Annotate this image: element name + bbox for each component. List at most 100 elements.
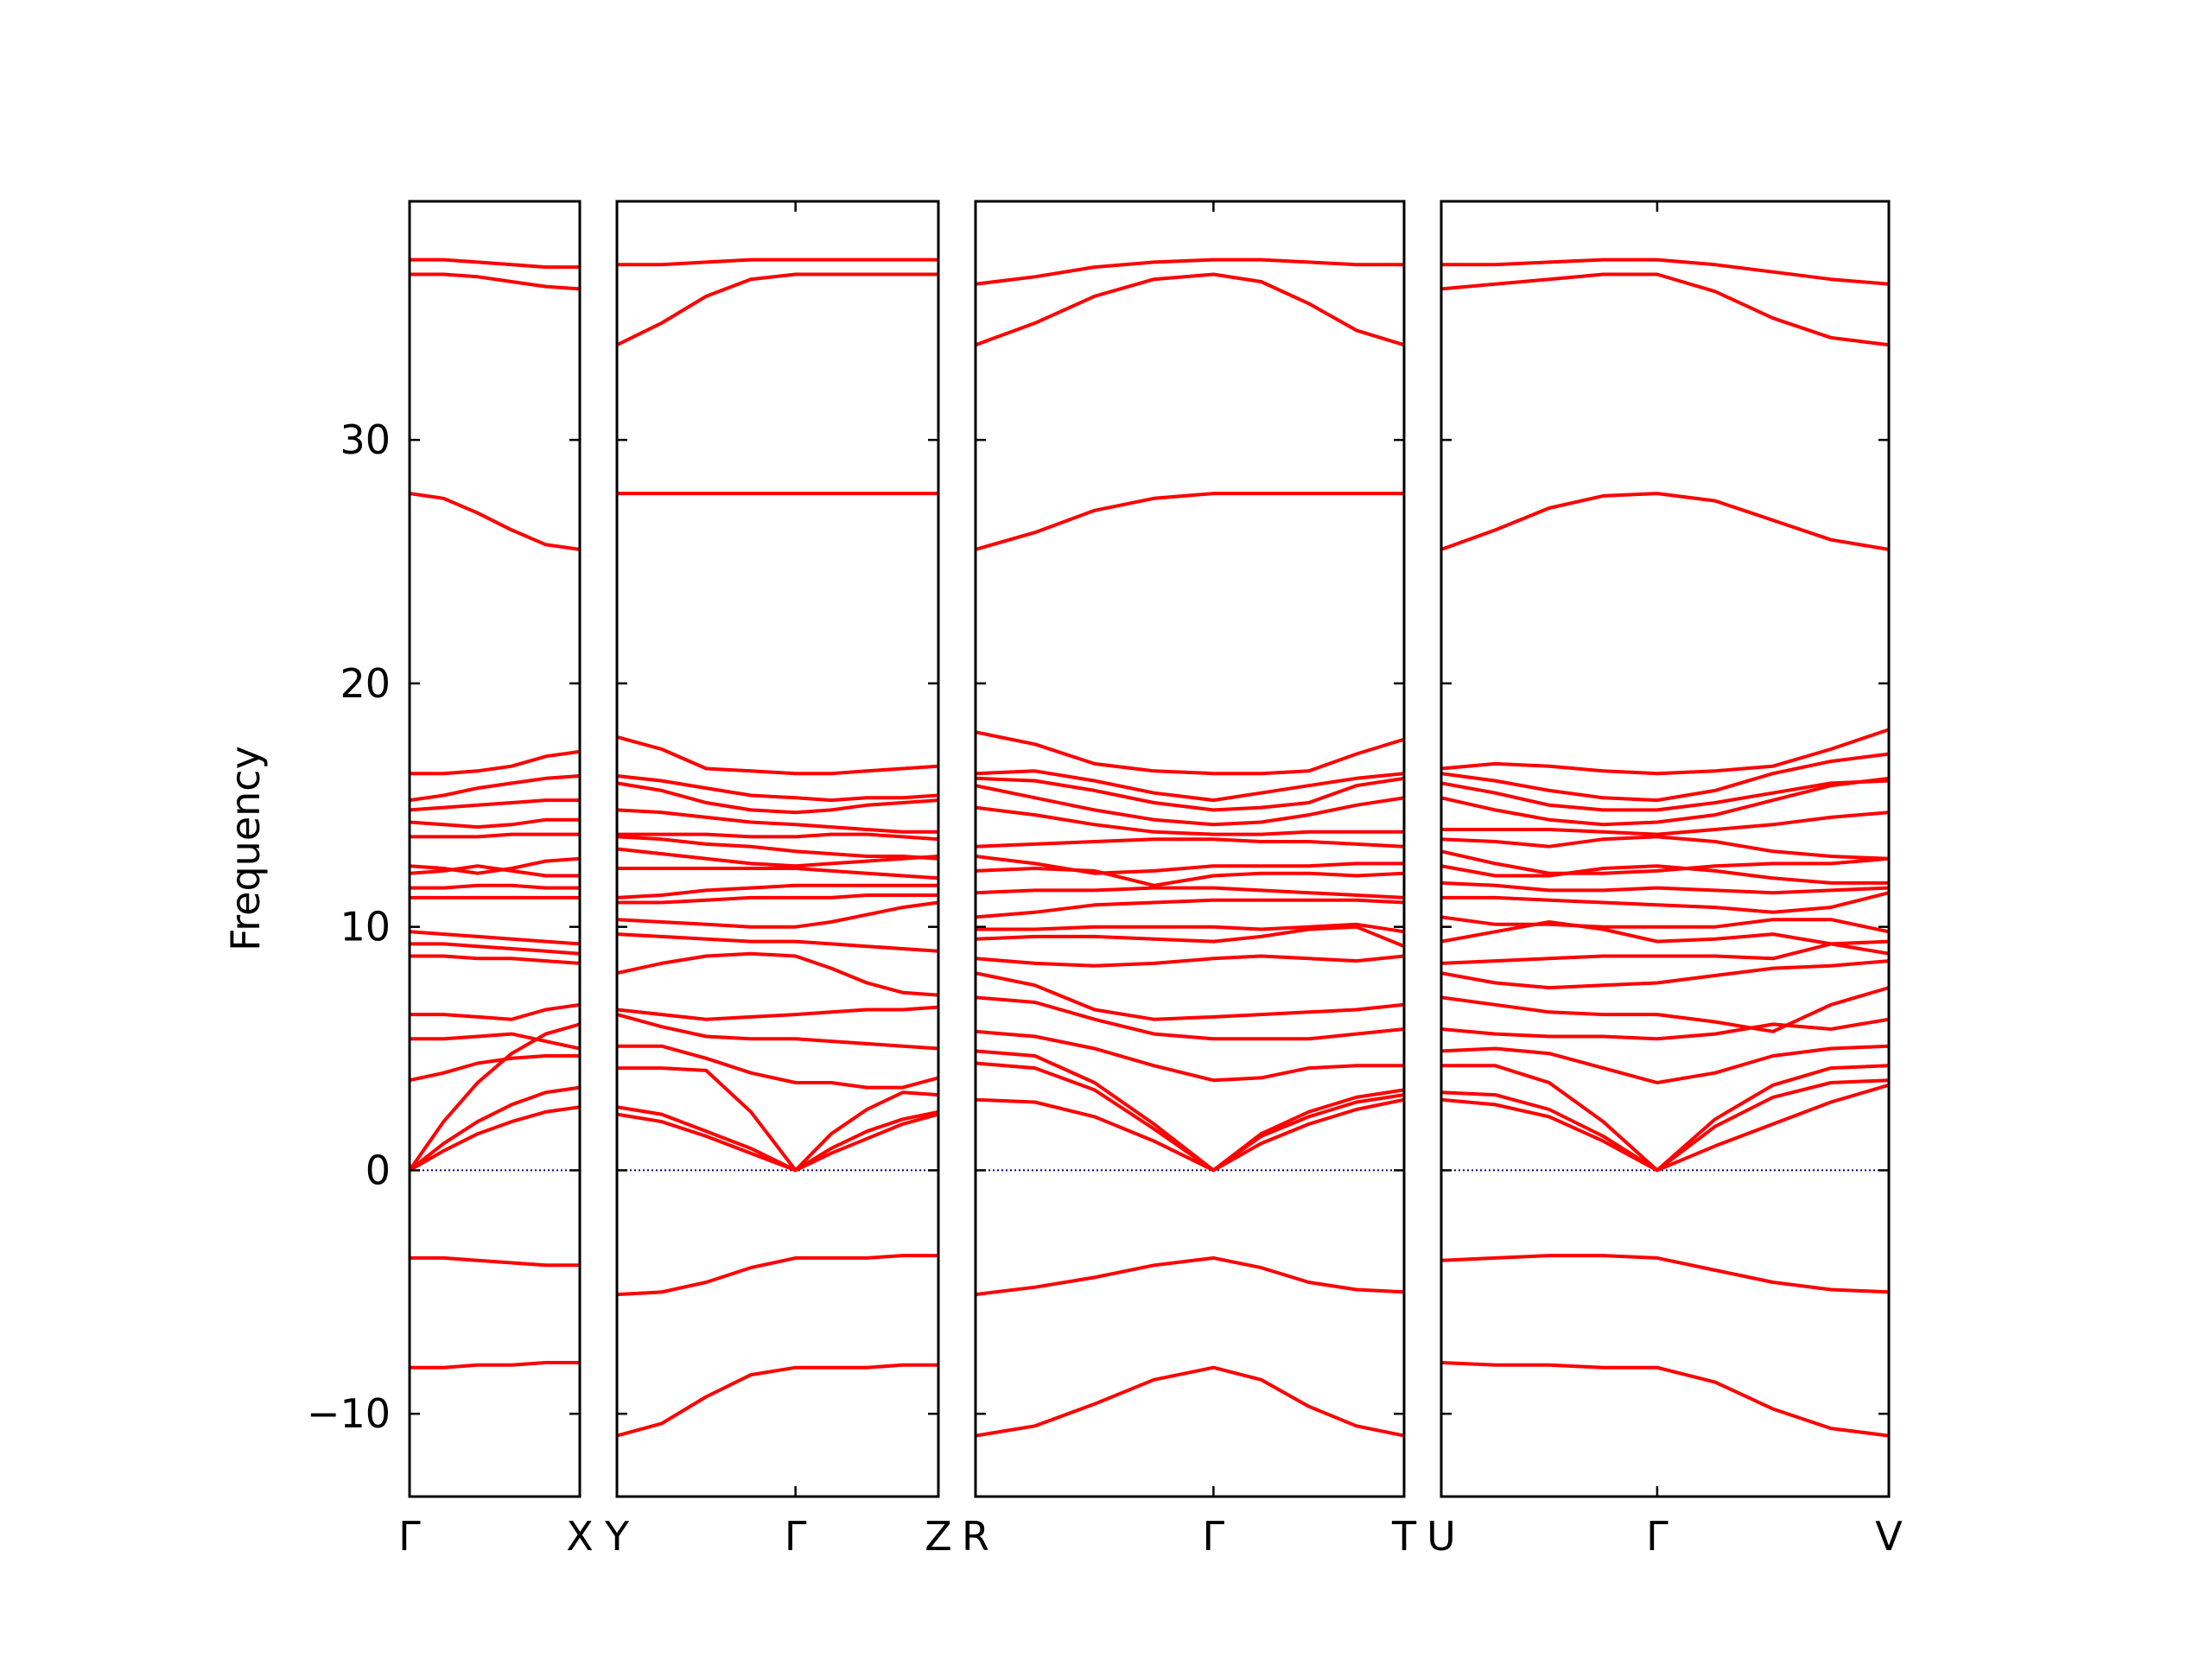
band-line <box>1441 986 1889 1033</box>
band-line <box>1441 835 1889 861</box>
band-line <box>1441 864 1889 885</box>
band-line <box>410 864 580 878</box>
panel <box>410 257 580 1370</box>
band-line <box>617 883 938 899</box>
panel <box>976 257 1404 1438</box>
band-line <box>617 932 938 953</box>
band-line <box>1441 1078 1889 1173</box>
frame <box>615 200 940 1498</box>
band-line <box>410 749 580 776</box>
band-line <box>617 1105 938 1173</box>
band-line <box>976 898 1404 919</box>
x-tick-label: Γ <box>785 1513 807 1560</box>
band-line <box>410 1105 580 1173</box>
x-tick-label: Γ <box>1646 1513 1669 1560</box>
band-line <box>410 817 580 830</box>
band-line <box>410 883 580 890</box>
band-line <box>976 1029 1404 1083</box>
x-tick-label: Γ <box>398 1513 421 1560</box>
band-line <box>976 257 1404 286</box>
band-line <box>1441 752 1889 803</box>
band-line <box>1441 1083 1889 1173</box>
band-line <box>410 1361 580 1370</box>
x-tick-label: X <box>566 1513 594 1560</box>
y-tick-label: −10 <box>307 1390 391 1437</box>
band-line <box>617 1044 938 1090</box>
band-line <box>617 951 938 997</box>
x-tick-label: V <box>1875 1513 1903 1560</box>
band-line <box>1441 776 1889 827</box>
band-line <box>617 1066 938 1173</box>
band-line <box>976 922 1404 934</box>
band-line <box>1441 849 1889 875</box>
band-line <box>976 805 1404 836</box>
band-line <box>1441 880 1889 895</box>
band-line <box>1441 257 1889 286</box>
band-line <box>976 272 1404 347</box>
band-line <box>617 781 938 815</box>
band-line <box>1441 1254 1889 1294</box>
x-tick-label: Z <box>925 1513 952 1560</box>
band-line <box>976 769 1404 803</box>
frame <box>408 200 582 1498</box>
band-line <box>617 1363 938 1438</box>
y-tick-label: 10 <box>340 904 391 950</box>
band-line <box>410 1002 580 1021</box>
panel <box>1441 257 1889 1438</box>
band-line <box>410 1054 580 1083</box>
band-line <box>410 832 580 839</box>
band-line <box>617 832 938 842</box>
band-line <box>410 930 580 946</box>
band-line <box>410 257 580 270</box>
band-line <box>976 730 1404 776</box>
band-line <box>1441 1044 1889 1084</box>
y-tick-label: 30 <box>340 416 391 463</box>
band-line <box>976 954 1404 968</box>
band-line <box>976 1097 1404 1173</box>
band-line <box>1441 272 1889 347</box>
y-tick-label: 0 <box>365 1147 391 1193</box>
band-line <box>617 847 938 868</box>
band-line <box>617 893 938 905</box>
band-line <box>617 808 938 834</box>
band-line <box>617 257 938 267</box>
band-line <box>1441 1017 1889 1041</box>
band-line <box>976 784 1404 827</box>
band-line <box>976 1061 1404 1173</box>
band-line <box>410 856 580 875</box>
band-line <box>976 1255 1404 1297</box>
band-line <box>976 867 1404 887</box>
band-line <box>976 1365 1404 1438</box>
x-tick-label: T <box>1391 1513 1417 1560</box>
y-axis-label: Frequency <box>222 746 269 951</box>
band-line <box>617 900 938 929</box>
x-tick-label: Γ <box>1203 1513 1225 1560</box>
panel <box>617 257 938 1438</box>
band-line <box>976 971 1404 1021</box>
band-line <box>410 1022 580 1172</box>
frame <box>1440 200 1891 1498</box>
band-line <box>976 925 1404 949</box>
x-tick-label: U <box>1427 1513 1456 1560</box>
band-line <box>1441 492 1889 551</box>
band-line <box>1441 939 1889 965</box>
band-line <box>1441 810 1889 836</box>
band-line <box>617 867 938 880</box>
band-line <box>617 1005 938 1021</box>
band-line <box>617 272 938 346</box>
band-line <box>410 272 580 291</box>
band-line <box>1441 915 1889 934</box>
x-tick-label: R <box>962 1513 989 1560</box>
band-line <box>410 798 580 812</box>
band-line <box>1441 959 1889 990</box>
band-line <box>1441 891 1889 914</box>
band-line <box>410 1032 580 1051</box>
band-line <box>617 1254 938 1297</box>
band-line <box>617 1013 938 1051</box>
band-line <box>410 942 580 956</box>
band-line <box>976 886 1404 899</box>
band-line <box>1441 920 1889 956</box>
band-line <box>410 1085 580 1172</box>
